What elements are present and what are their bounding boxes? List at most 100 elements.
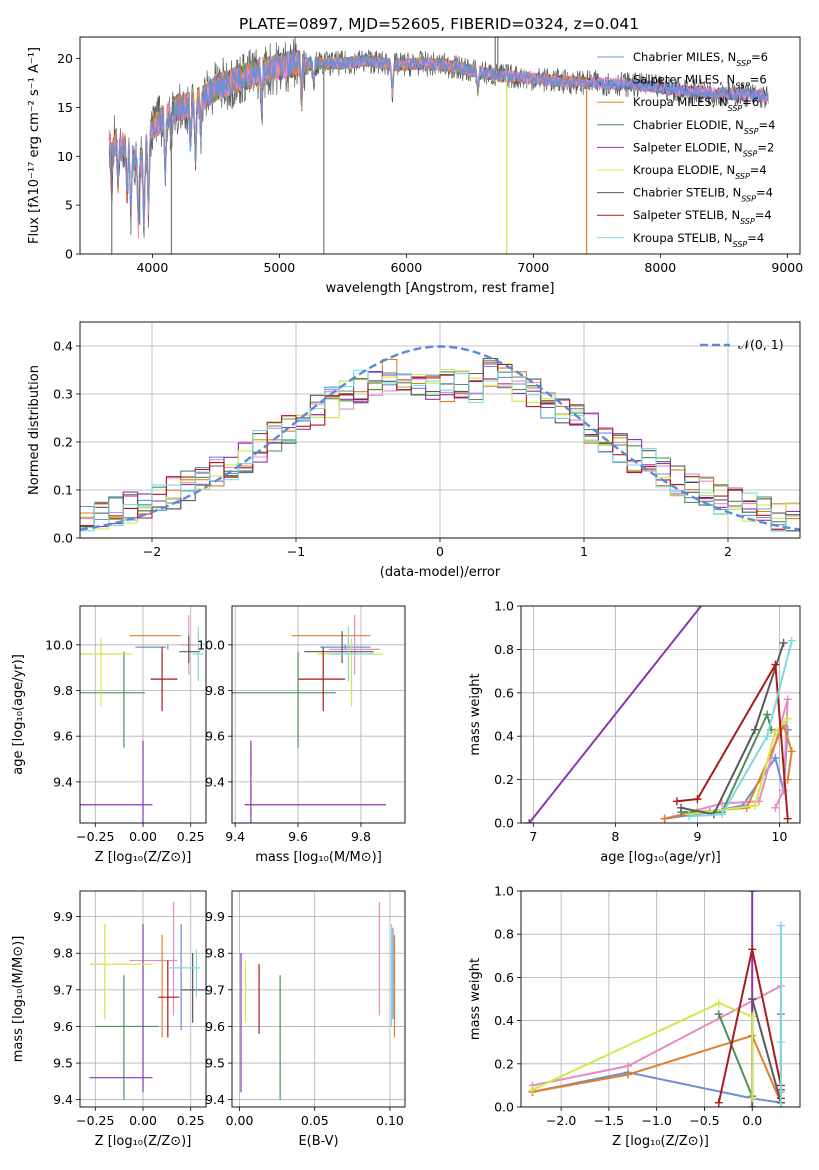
x-tick-label: 5000: [263, 260, 295, 275]
x-tick-label: −2.0: [546, 1113, 576, 1128]
mass_vs_ebv-plot-area: [240, 901, 396, 1100]
x-tick-label: 9.4: [225, 829, 245, 844]
weight-marker-kroupa_stelib: [776, 1038, 785, 1047]
x-tick-label: 8000: [644, 260, 676, 275]
weight-marker-kroupa_elodie: [750, 801, 759, 810]
residuals-plot-area: [80, 345, 800, 532]
weight-marker-kroupa_stelib: [718, 810, 727, 819]
spectrum-model-chabrier_stelib: [108, 37, 769, 236]
weight-marker-salpeter_stelib: [748, 945, 757, 954]
weight_vs_z-x-axis-label: Z [log₁₀(Z/Z⊙)]: [612, 1134, 709, 1149]
weight_vs_age-y-axis-label: mass weight: [468, 673, 483, 755]
legend-suffix: =4: [759, 118, 776, 132]
legend-subscript: SSP: [744, 126, 759, 135]
spectrum-y-axis-label: Flux [fλ10⁻¹⁷ erg cm⁻² s⁻¹ A⁻¹]: [27, 47, 42, 244]
weight_vs_age-axes: 7 8 9 10 0.0 0.2 0.4 0.6 0.8 1.0 age [log₁₀(age/yr…: [468, 591, 801, 865]
x-tick-label: 9: [693, 829, 701, 844]
x-tick-label: 0.0: [742, 1113, 762, 1128]
mass_vs_ebv-frame: [231, 890, 406, 1108]
weight-marker-chabrier_stelib: [750, 725, 759, 734]
y-tick-label: 9.8: [205, 946, 225, 961]
mass_vs_z-frame: [79, 890, 207, 1108]
legend-label-kroupa_elodie: Kroupa ELODIE, NSSP=4: [633, 163, 767, 181]
weight-marker-salpeter_miles: [783, 695, 792, 704]
y-tick-label: 0.4: [494, 1013, 514, 1028]
y-tick-label: 9.9: [205, 909, 225, 924]
y-tick-label: 9.8: [53, 946, 73, 961]
y-tick-label: 10.0: [45, 637, 73, 652]
age_vs_z-y-axis-label: age [log₁₀(age/yr)]: [11, 654, 26, 775]
weight-marker-kroupa_elodie: [528, 1085, 537, 1094]
x-tick-label: 0.25: [177, 1113, 205, 1128]
weight-marker-salpeter_stelib: [771, 660, 780, 669]
y-tick-label: 0.4: [53, 339, 73, 354]
x-tick-label: 4000: [136, 260, 168, 275]
legend-suffix: =4: [747, 231, 764, 245]
age_vs_z-x-axis-label: Z [log₁₀(Z/Z⊙)]: [95, 850, 192, 865]
age_vs_mass-x-axis-label: mass [log₁₀(M/M⊙)]: [255, 850, 382, 865]
weight-marker-kroupa_elodie: [748, 1094, 757, 1103]
weight-marker-kroupa_miles: [787, 747, 796, 756]
weight_vs_z-y-axis-label: mass weight: [468, 958, 483, 1040]
y-tick-label: 9.4: [53, 1092, 73, 1107]
x-tick-label: −2: [143, 544, 161, 559]
x-tick-label: −1.0: [641, 1113, 671, 1128]
mass_vs_z-y-axis-label: mass [log₁₀(M/M⊙)]: [11, 936, 26, 1063]
x-tick-label: 0.00: [226, 1113, 254, 1128]
weight-marker-kroupa_elodie: [714, 999, 723, 1008]
normal-curve: [80, 345, 800, 531]
spectrum-legend: Chabrier MILES, NSSP=6 Salpeter MILES, NS…: [597, 50, 775, 248]
weight-marker-kroupa_stelib: [776, 1103, 785, 1107]
age_vs_mass-plot-area: [232, 615, 387, 823]
x-tick-label: −1: [287, 544, 305, 559]
histogram-salpeter_stelib: [80, 363, 800, 530]
legend-suffix: =6: [751, 50, 768, 64]
weight-marker-salpeter_elodie: [525, 819, 534, 823]
y-tick-label: 0.2: [494, 772, 514, 787]
y-tick-label: 9.6: [53, 1019, 73, 1034]
y-tick-label: 0.6: [494, 970, 514, 985]
legend-subscript: SSP: [743, 149, 758, 158]
legend-label-kroupa_stelib: Kroupa STELIB, NSSP=4: [633, 231, 764, 249]
weight-line-chabrier_stelib: [680, 642, 785, 816]
mass_vs_ebv-axes: 0.00 0.05 0.10 9.4 9.5 9.6 9.7 9.8 9.9 E(B-V): [205, 890, 406, 1149]
y-tick-label: 9.6: [205, 729, 225, 744]
age_vs_z-axes: −0.25 0.00 0.25 9.4 9.6 9.8 10.0 Z [log₁₀(Z/Z⊙)…: [11, 605, 207, 865]
y-tick-label: 0.0: [53, 531, 73, 546]
weight-marker-salpeter_elodie: [748, 1103, 757, 1107]
x-tick-label: 0.00: [129, 1113, 157, 1128]
legend-label-salpeter_stelib: Salpeter STELIB, NSSP=4: [633, 208, 772, 226]
legend-subscript: SSP: [735, 172, 750, 181]
residuals-axes: −2 −1 0 1 2 0.0 0.1 0.2 0.3 0.4 𝒩(0, 1) (data-model…: [27, 321, 801, 580]
weight-marker-salpeter_elodie: [706, 591, 714, 599]
weight-marker-kroupa_stelib: [763, 732, 772, 741]
x-tick-label: 10: [772, 829, 788, 844]
y-tick-label: 0.8: [494, 927, 514, 942]
y-tick-label: 9.6: [53, 729, 73, 744]
weight-marker-kroupa_stelib: [685, 812, 694, 821]
legend-subscript: SSP: [736, 59, 751, 68]
weight-marker-kroupa_elodie: [748, 1012, 757, 1021]
weight-marker-salpeter_stelib: [672, 797, 681, 806]
x-tick-label: 9.8: [351, 829, 371, 844]
x-tick-label: 6000: [390, 260, 422, 275]
x-tick-label: −1.5: [594, 1113, 624, 1128]
y-tick-label: 10.0: [197, 637, 225, 652]
weight-marker-chabrier_miles: [771, 753, 780, 762]
y-tick-label: 9.5: [205, 1056, 225, 1071]
spectrum-plot-area: [108, 37, 769, 254]
residuals-x-axis-label: (data-model)/error: [380, 565, 501, 580]
x-tick-label: 0.00: [129, 829, 157, 844]
y-tick-label: 0.0: [494, 1100, 514, 1115]
spectrum-frame: [79, 36, 801, 255]
legend-suffix: =6: [750, 73, 767, 87]
age_vs_z-plot-area: [80, 615, 205, 823]
spectrum-axes: 4000 5000 6000 7000 8000 9000 0 5 10 15 20 Chabrier…: [27, 36, 803, 296]
weight_vs_z-axes: −2.0 −1.5 −1.0 −0.5 0.0 0.0 0.2 0.4 0.6 0.8 1.0 Z […: [468, 884, 801, 1149]
y-tick-label: 1.0: [494, 599, 514, 614]
legend-label-chabrier_stelib: Chabrier STELIB, NSSP=4: [633, 186, 773, 204]
weight_vs_age-frame: [520, 605, 801, 824]
legend-label-salpeter_elodie: Salpeter ELODIE, NSSP=2: [633, 140, 774, 158]
weight-marker-chabrier_stelib: [677, 803, 686, 812]
x-tick-label: 9.6: [288, 829, 308, 844]
